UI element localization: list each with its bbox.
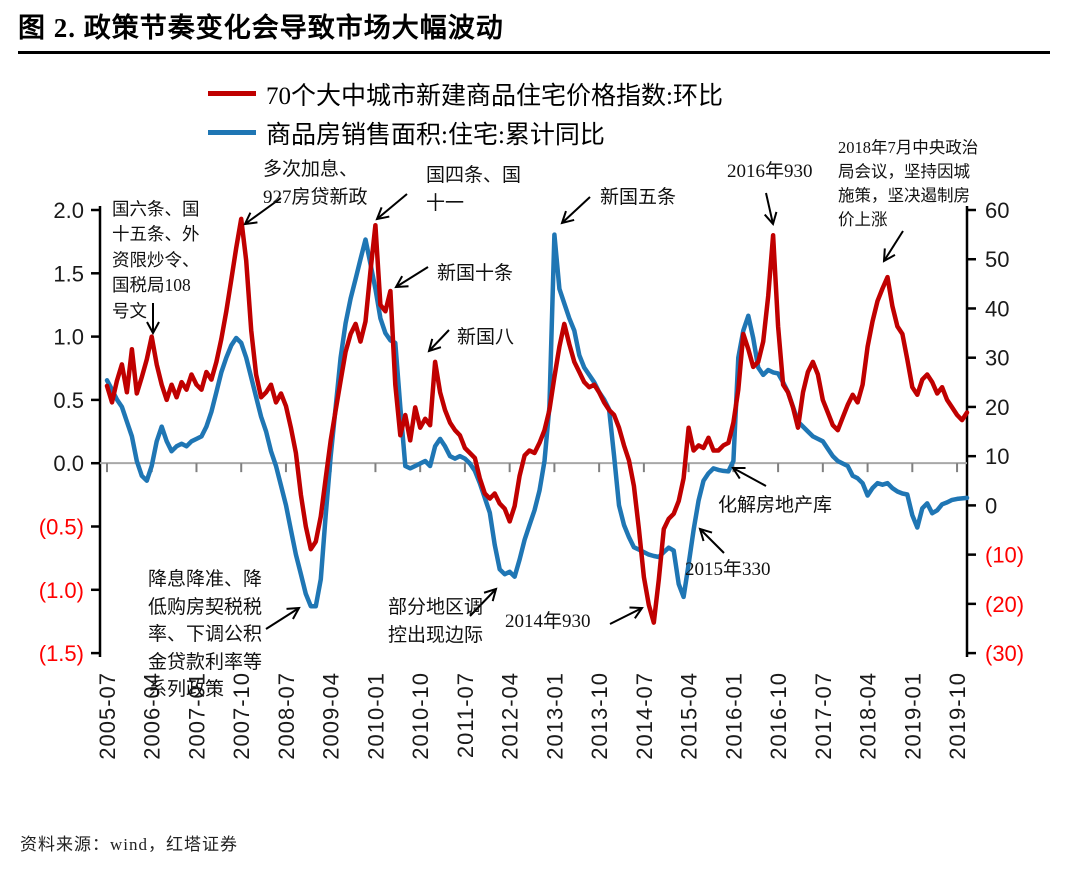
annotation-xin-guo-wu-tiao: 新国五条	[600, 187, 677, 208]
y-left-tick-label: 2.0	[53, 198, 84, 223]
legend-label-price-index: 70个大中城市新建商品住宅价格指数:环比	[266, 82, 723, 110]
annotation-guo-si-tiao: 国四条、国十一	[426, 165, 522, 214]
legend-label-sales-area: 商品房销售面积:住宅:累计同比	[266, 121, 605, 149]
annotation-2015-330: 2015年330	[685, 559, 771, 580]
page-title: 图 2. 政策节奏变化会导致市场大幅波动	[18, 13, 504, 43]
y-left-tick-label: (0.5)	[39, 515, 84, 540]
annotation-xin-guo-shi-tiao: 新国十条	[437, 263, 514, 284]
x-axis-date-label: 2018-04	[856, 672, 881, 760]
annotation-arrow-2014-930	[609, 606, 644, 625]
annotation-bufen-diqu: 部分地区调控出现边际	[388, 597, 484, 646]
x-axis-date-label: 2017-07	[811, 672, 836, 760]
annotation-2016-930: 2016年930	[727, 161, 813, 182]
annotation-arrow-xin-guo-wu-tiao	[560, 196, 591, 225]
y-right-tick-label: 50	[985, 247, 1009, 272]
x-axis-date-label: 2007-01	[184, 672, 209, 760]
y-right-tick-label: 20	[985, 395, 1009, 420]
x-axis-date-label: 2010-10	[408, 672, 433, 760]
annotation-2014-930: 2014年930	[505, 611, 591, 632]
y-right-tick-label: 30	[985, 346, 1009, 371]
y-left-tick-label: 1.5	[53, 261, 84, 286]
annotation-arrows	[146, 192, 904, 630]
x-axis-date-label: 2012-04	[498, 672, 523, 760]
blue-line-swatch	[208, 130, 256, 135]
annotation-arrow-guo-si-tiao	[375, 193, 408, 221]
y-right-tick-label: 0	[985, 493, 997, 518]
annotation-arrow-xin-guo-ba	[427, 329, 450, 353]
y-left-tick-label: 0.0	[53, 451, 84, 476]
y-right-tick-label: 40	[985, 296, 1009, 321]
annotation-2018-politburo: 2018年7月中央政治局会议，坚持因城施策，坚决遏制房价上涨	[838, 138, 979, 229]
x-axis-date-label: 2010-01	[363, 672, 388, 760]
x-axis-date-label: 2013-10	[587, 672, 612, 760]
x-axis-date-label: 2019-10	[945, 672, 970, 760]
legend-item-price-index: 70个大中城市新建商品住宅价格指数:环比	[208, 74, 723, 113]
y-right-tick-label: (10)	[985, 543, 1024, 568]
x-axis-date-label: 2011-07	[453, 672, 478, 758]
y-left-tick-label: (1.5)	[39, 641, 84, 666]
y-right-tick-label: (30)	[985, 641, 1024, 666]
x-axis-date-label: 2008-07	[274, 672, 299, 760]
y-left-tick-label: 0.5	[53, 388, 84, 413]
red-line-swatch	[208, 91, 256, 96]
series-lines	[104, 216, 970, 625]
dual-axis-line-chart: 2.0 1.5 1.0 0.5 0.0 (0.5) (1.0) (1.5) 60 50 40 30 20…	[39, 192, 1024, 760]
legend: 70个大中城市新建商品住宅价格指数:环比 商品房销售面积:住宅:累计同比	[208, 74, 723, 152]
annotation-guo-liu-tiao: 国六条、国十五条、外资限炒令、国税局108号文	[112, 199, 200, 321]
x-axis-date-label: 2014-07	[632, 672, 657, 760]
annotation-arrow-duoci-jiaxi	[243, 197, 282, 226]
x-axis-date-label: 2009-04	[319, 672, 344, 760]
annotation-arrow-2015-330	[698, 527, 725, 554]
annotation-huajie-kucun: 化解房地产库	[718, 495, 833, 516]
x-axis-date-label: 2007-10	[229, 672, 254, 760]
annotation-arrow-xin-guo-shi-tiao	[394, 266, 429, 289]
x-axis-date-label: 2013-01	[542, 672, 567, 760]
chart-header: 图 2. 政策节奏变化会导致市场大幅波动	[18, 6, 1050, 54]
annotation-arrow-huajie-kucun	[731, 467, 767, 487]
x-axis-date-label: 2005-07	[95, 672, 120, 760]
y-left-tick-label: (1.0)	[39, 578, 84, 603]
sales-area-series-line	[104, 232, 970, 609]
annotation-arrow-jiangxi-jiangzhun	[265, 606, 301, 630]
y-right-tick-label: 60	[985, 198, 1009, 223]
legend-item-sales-area: 商品房销售面积:住宅:累计同比	[208, 113, 723, 152]
annotation-jiangxi-jiangzhun: 降息降准、降低购房契税税率、下调公积金贷款利率等系列政策	[148, 569, 263, 701]
x-axis-date-label: 2016-10	[766, 672, 791, 760]
x-axis-date-label: 2006-04	[140, 672, 165, 760]
annotation-arrow-2018-politburo	[882, 230, 904, 263]
source-note: 资料来源：wind，红塔证券	[20, 835, 238, 854]
x-axis-labels: 2005-07 2006-04 2007-01 2007-10 2008-07 2009-…	[95, 672, 970, 760]
axes: 2.0 1.5 1.0 0.5 0.0 (0.5) (1.0) (1.5) 60 50 40 30 20…	[39, 198, 1024, 666]
annotation-xin-guo-ba: 新国八	[457, 327, 515, 348]
annotation-arrow-bufen-diqu	[469, 587, 498, 617]
y-left-tick-label: 1.0	[53, 325, 84, 350]
y-right-tick-label: 10	[985, 444, 1009, 469]
x-axis-date-label: 2019-01	[900, 672, 925, 760]
x-axis-date-label: 2015-04	[677, 672, 702, 760]
price-index-series-line	[104, 216, 970, 625]
y-right-tick-label: (20)	[985, 592, 1024, 617]
x-axis-date-label: 2016-01	[721, 672, 746, 760]
annotation-duoci-jiaxi: 多次加息、927房贷新政	[263, 159, 368, 208]
annotation-arrow-2016-930	[763, 192, 778, 227]
